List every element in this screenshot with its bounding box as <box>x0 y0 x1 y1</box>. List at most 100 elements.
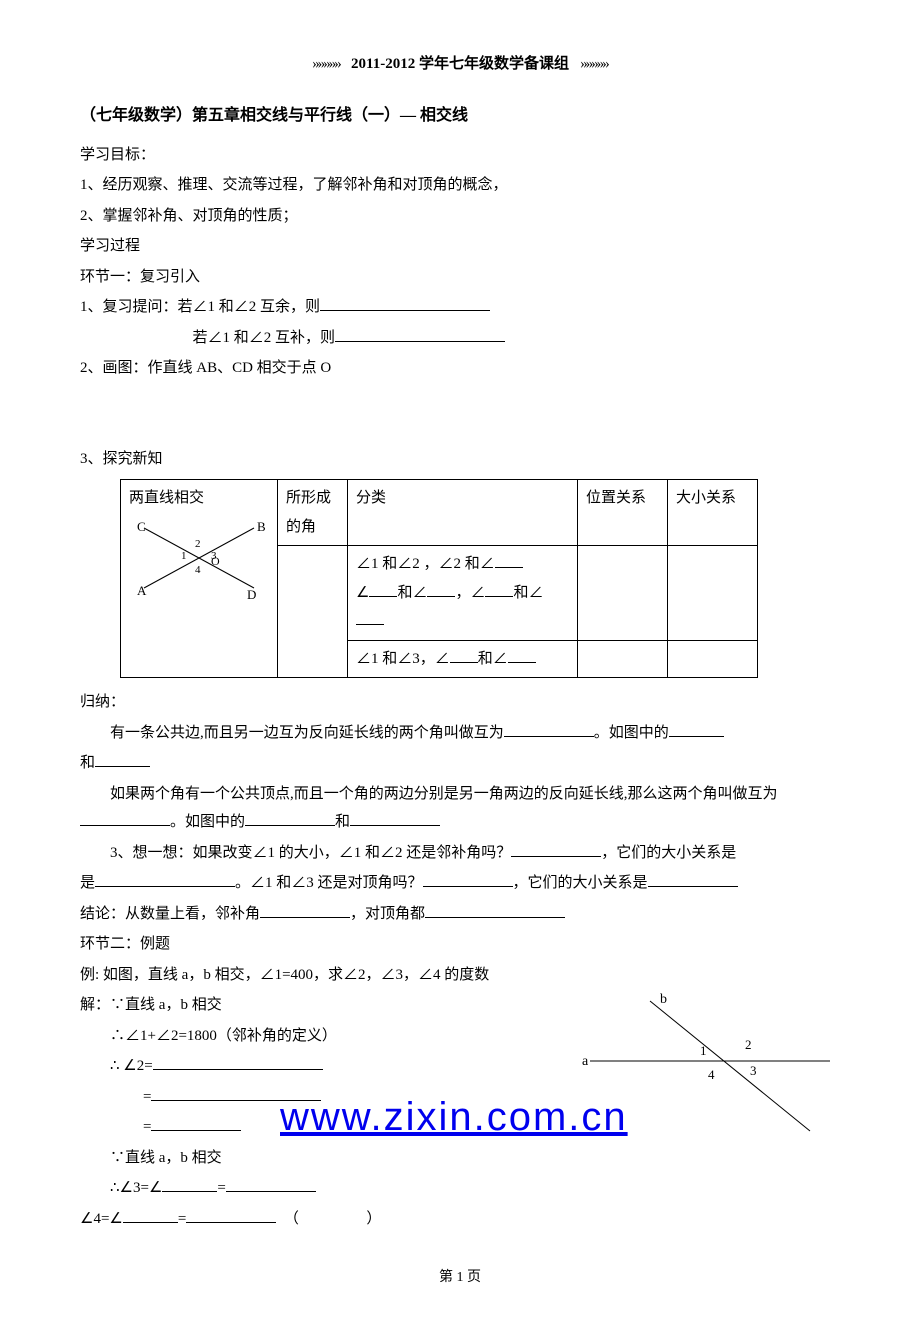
table-header-2: 所形成的角 <box>278 480 348 546</box>
summary-1-cont: 和 <box>80 749 840 778</box>
blank <box>425 903 565 918</box>
therefore-icon <box>110 1028 125 1044</box>
blank <box>95 872 235 887</box>
summary-2c-text: 和 <box>335 814 350 830</box>
table-header-4: 位置关系 <box>578 480 668 546</box>
sol4-text: 直线 a，b 相交 <box>125 1150 222 1166</box>
table-cell-pos-2 <box>578 640 668 678</box>
blank <box>186 1208 276 1223</box>
label-3: 3 <box>211 550 217 562</box>
label-2: 2 <box>195 538 201 550</box>
summary-label: 归纳： <box>80 688 840 717</box>
intersecting-lines-diagram-2: a b 1 2 3 4 <box>580 991 840 1141</box>
table-cell-size-1 <box>668 546 758 641</box>
header-title: 2011-2012 学年七年级数学备课组 <box>351 56 569 72</box>
blank <box>162 1177 217 1192</box>
intersecting-lines-diagram-1: C B A D O 2 3 4 1 <box>129 513 269 603</box>
document-title: （七年级数学）第五章相交线与平行线（一）— 相交线 <box>80 101 840 131</box>
blank <box>151 1116 241 1131</box>
solution-line-4: 直线 a，b 相交 <box>80 1144 550 1173</box>
blank <box>153 1055 323 1070</box>
blank <box>369 582 397 597</box>
blank <box>450 648 478 663</box>
summary-1c-text: 和 <box>80 755 95 771</box>
example-line: 例: 如图，直线 a，b 相交，∠1=400，求∠2，∠3，∠4 的度数 <box>80 961 840 990</box>
section-2-label: 环节二：例题 <box>80 930 840 959</box>
solution-line-3b: = <box>80 1083 550 1112</box>
think-3: 3、想一想：如果改变∠1 的大小，∠1 和∠2 还是邻补角吗？ ，它们的大小关系是 <box>80 839 840 868</box>
conclusion-b-text: ，对顶角都 <box>350 906 425 922</box>
solution-line-3c: = <box>80 1113 550 1142</box>
label-4: 4 <box>195 564 201 576</box>
table-header-5: 大小关系 <box>668 480 758 546</box>
blank <box>504 722 594 737</box>
summary-1a-text: 有一条公共边,而且另一边互为反向延长线的两个角叫做互为 <box>110 725 504 741</box>
think-3-cont: 是。∠1 和∠3 还是对顶角吗？，它们的大小关系是 <box>80 869 840 898</box>
think-3b-text: ，它们的大小关系是 <box>601 845 736 861</box>
blank <box>495 553 523 568</box>
header-arrows-right: »»»»» <box>580 56 608 72</box>
summary-2b-text: 。如图中的 <box>170 814 245 830</box>
question-1b-text: 若∠1 和∠2 互补，则 <box>193 330 336 346</box>
blank <box>151 1086 321 1101</box>
table-cell-category-1: ∠1 和∠2 ，∠2 和∠ ∠和∠，∠和∠ <box>348 546 578 641</box>
goal-2: 2、掌握邻补角、对顶角的性质； <box>80 202 840 231</box>
label-a: A <box>137 583 147 598</box>
summary-2a-text: 如果两个角有一个公共顶点,而且一个角的两边分别是另一角两边的反向延长线,那么这两… <box>110 786 778 802</box>
blank <box>95 752 150 767</box>
section-1-label: 环节一：复习引入 <box>80 263 840 292</box>
blank <box>123 1208 178 1223</box>
blank <box>80 811 170 826</box>
process-label: 学习过程 <box>80 232 840 261</box>
label-1: 1 <box>700 1043 707 1058</box>
page-header: »»»»» 2011-2012 学年七年级数学备课组 »»»»» <box>80 50 840 79</box>
table-header-1: 两直线相交 <box>129 484 269 513</box>
solution-line-1: 解： 直线 a，b 相交 <box>80 991 550 1020</box>
therefore-icon <box>110 1180 120 1196</box>
sol2-text: ∠1+∠2=1800（邻补角的定义） <box>125 1028 337 1044</box>
sol3-text: ∠2= <box>120 1058 153 1074</box>
solution-line-6: ∠4=∠= （ ） <box>80 1205 550 1234</box>
solution-line-5: ∠3=∠= <box>80 1174 550 1203</box>
blank <box>260 903 350 918</box>
sol-label: 解： <box>80 997 110 1013</box>
think-3c-text: 。∠1 和∠3 还是对顶角吗？ <box>235 875 423 891</box>
blank <box>356 610 384 625</box>
think-3a-text: 3、想一想：如果改变∠1 的大小，∠1 和∠2 还是邻补角吗？ <box>110 845 511 861</box>
conclusion: 结论：从数量上看，邻补角，对顶角都 <box>80 900 840 929</box>
table-cell-size-2 <box>668 640 758 678</box>
table-cell-pos-1 <box>578 546 668 641</box>
table-cell-diagram: 两直线相交 C B A D O 2 3 4 1 <box>121 480 278 678</box>
blank <box>485 582 513 597</box>
solution-line-3: ∠2= <box>80 1052 550 1081</box>
question-3: 3、探究新知 <box>80 445 840 474</box>
blank <box>427 582 455 597</box>
because-icon <box>110 1150 125 1166</box>
blank <box>320 296 490 311</box>
table-cell-category-2: ∠1 和∠3，∠和∠ <box>348 640 578 678</box>
blank <box>245 811 335 826</box>
question-1a-text: 1、复习提问：若∠1 和∠2 互余，则 <box>80 299 320 315</box>
blank <box>350 811 440 826</box>
think-3d-text: ，它们的大小关系是 <box>513 875 648 891</box>
blank <box>508 648 536 663</box>
blank <box>669 722 724 737</box>
because-icon <box>110 997 125 1013</box>
page-footer: 第 1 页 <box>80 1265 840 1292</box>
sol1-text: 直线 a，b 相交 <box>125 997 222 1013</box>
label-b: b <box>660 992 667 1007</box>
therefore-icon <box>110 1058 120 1074</box>
label-3: 3 <box>750 1063 757 1078</box>
blank <box>423 872 513 887</box>
question-1b: 若∠1 和∠2 互补，则 <box>80 324 840 353</box>
label-a: a <box>582 1054 589 1069</box>
blank <box>648 872 738 887</box>
table-header-3: 分类 <box>348 480 578 546</box>
question-1a: 1、复习提问：若∠1 和∠2 互余，则 <box>80 293 840 322</box>
summary-1: 有一条公共边,而且另一边互为反向延长线的两个角叫做互为。如图中的 <box>80 719 840 748</box>
row1a-text: ∠1 和∠2 ，∠2 和∠ <box>356 556 495 572</box>
label-c: C <box>137 519 146 534</box>
solution-line-2: ∠1+∠2=1800（邻补角的定义） <box>80 1022 550 1051</box>
label-1: 1 <box>181 550 187 562</box>
goals-label: 学习目标： <box>80 141 840 170</box>
